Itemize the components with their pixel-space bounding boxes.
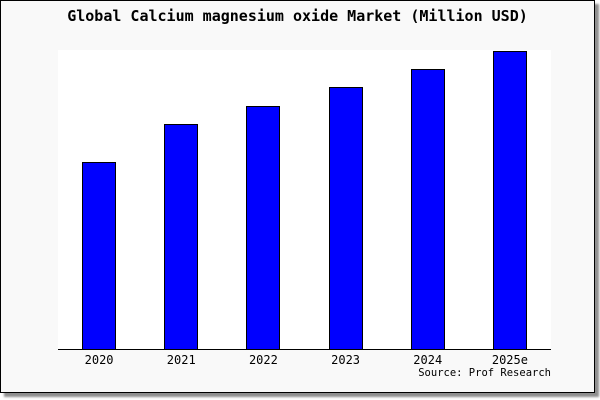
- x-axis-labels: 2020 2021 2022 2023 2024 2025e: [58, 353, 551, 368]
- bar-2022: [246, 106, 281, 349]
- x-tick-2020: 2020: [84, 353, 114, 367]
- x-tick-2024: 2024: [413, 353, 443, 367]
- x-tick-2025e: 2025e: [491, 353, 528, 367]
- bar-2021: [164, 124, 199, 349]
- x-tick-2021: 2021: [166, 353, 196, 367]
- bar-2020: [82, 162, 117, 349]
- x-tick-2023: 2023: [331, 353, 361, 367]
- bar-2025e: [492, 51, 527, 349]
- x-tick-2022: 2022: [248, 353, 278, 367]
- bar-2024: [410, 69, 445, 349]
- chart-title: Global Calcium magnesium oxide Market (M…: [67, 7, 528, 25]
- bar-2023: [328, 87, 363, 349]
- source-note: Source: Prof Research: [418, 367, 551, 379]
- plot-area: [58, 50, 551, 350]
- chart-card: Global Calcium magnesium oxide Market (M…: [0, 0, 595, 393]
